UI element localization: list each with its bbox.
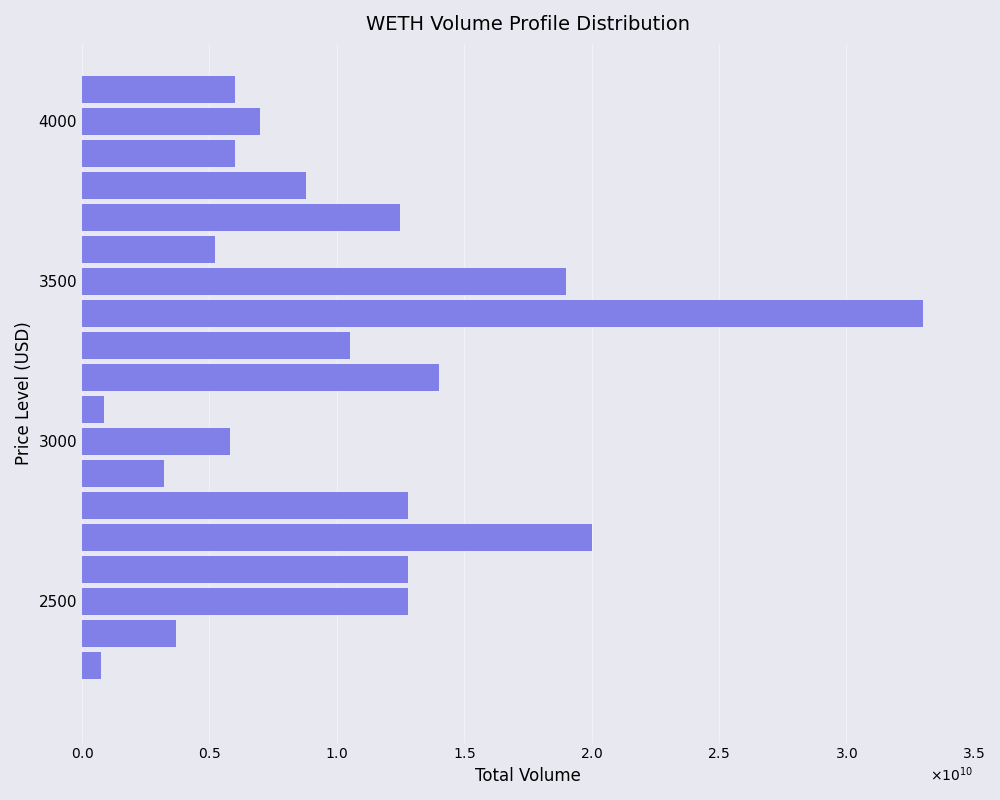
Bar (82, 556, 408, 583)
Bar (82, 652, 101, 679)
Bar (82, 332, 350, 359)
Bar (82, 236, 215, 263)
Bar (82, 300, 923, 327)
Bar (82, 108, 260, 135)
Bar (82, 268, 566, 295)
Bar (82, 460, 164, 487)
Y-axis label: Price Level (USD): Price Level (USD) (15, 322, 33, 465)
Bar (82, 204, 400, 231)
Title: WETH Volume Profile Distribution: WETH Volume Profile Distribution (366, 15, 690, 34)
Bar (82, 364, 439, 391)
Bar (82, 140, 235, 167)
Bar (82, 172, 306, 199)
Bar (82, 524, 592, 551)
Bar (82, 620, 176, 647)
Bar (82, 76, 235, 103)
Bar (82, 492, 408, 519)
X-axis label: Total Volume: Total Volume (475, 767, 581, 785)
Bar (82, 588, 408, 615)
Bar (82, 396, 104, 423)
Bar (82, 428, 230, 455)
